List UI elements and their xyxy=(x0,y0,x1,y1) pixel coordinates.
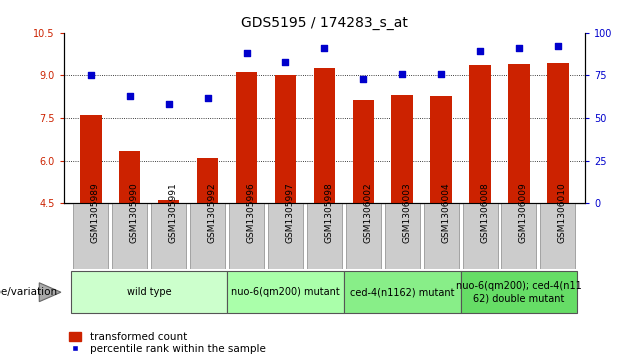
Point xyxy=(86,72,96,78)
FancyBboxPatch shape xyxy=(71,271,227,313)
Text: GSM1306010: GSM1306010 xyxy=(558,183,567,244)
Text: GSM1306009: GSM1306009 xyxy=(519,183,528,244)
Bar xyxy=(352,100,374,203)
FancyBboxPatch shape xyxy=(385,203,420,269)
Point xyxy=(436,71,446,77)
Text: GSM1305991: GSM1305991 xyxy=(169,183,177,244)
Text: ced-4(n1162) mutant: ced-4(n1162) mutant xyxy=(350,287,455,297)
FancyBboxPatch shape xyxy=(268,203,303,269)
FancyBboxPatch shape xyxy=(112,203,148,269)
Text: GSM1305996: GSM1305996 xyxy=(247,183,256,244)
Point xyxy=(397,71,407,77)
FancyBboxPatch shape xyxy=(460,271,577,313)
Point xyxy=(514,45,524,51)
Point xyxy=(163,101,174,107)
Text: GSM1306004: GSM1306004 xyxy=(441,183,450,244)
Text: GSM1305989: GSM1305989 xyxy=(91,183,100,244)
FancyBboxPatch shape xyxy=(344,271,460,313)
FancyBboxPatch shape xyxy=(462,203,497,269)
Text: GSM1305997: GSM1305997 xyxy=(286,183,294,244)
FancyBboxPatch shape xyxy=(541,203,576,269)
Bar xyxy=(547,62,569,203)
Point xyxy=(280,59,291,65)
Point xyxy=(358,76,368,82)
FancyBboxPatch shape xyxy=(73,203,108,269)
Bar xyxy=(158,200,179,203)
Legend: transformed count, percentile rank within the sample: transformed count, percentile rank withi… xyxy=(69,332,265,354)
Bar xyxy=(275,75,296,203)
Text: GSM1306008: GSM1306008 xyxy=(480,183,489,244)
FancyBboxPatch shape xyxy=(501,203,537,269)
FancyBboxPatch shape xyxy=(229,203,264,269)
Text: genotype/variation: genotype/variation xyxy=(0,287,57,297)
Point xyxy=(319,45,329,51)
Bar xyxy=(119,151,141,203)
Text: nuo-6(qm200); ced-4(n11
62) double mutant: nuo-6(qm200); ced-4(n11 62) double mutan… xyxy=(456,281,582,303)
Bar xyxy=(431,96,452,203)
Point xyxy=(553,44,563,49)
Bar xyxy=(392,95,413,203)
Point xyxy=(202,95,212,101)
Polygon shape xyxy=(39,283,61,302)
FancyBboxPatch shape xyxy=(190,203,225,269)
FancyBboxPatch shape xyxy=(307,203,342,269)
Text: GSM1306003: GSM1306003 xyxy=(402,183,411,244)
Bar xyxy=(80,115,102,203)
Point xyxy=(475,49,485,54)
FancyBboxPatch shape xyxy=(227,271,344,313)
Bar xyxy=(236,73,257,203)
Point xyxy=(242,50,252,56)
Point xyxy=(125,93,135,99)
Bar xyxy=(469,65,491,203)
Bar xyxy=(508,64,530,203)
Text: GSM1306002: GSM1306002 xyxy=(363,183,372,244)
Text: GSM1305992: GSM1305992 xyxy=(207,183,217,244)
FancyBboxPatch shape xyxy=(346,203,381,269)
Text: wild type: wild type xyxy=(127,287,172,297)
FancyBboxPatch shape xyxy=(151,203,186,269)
FancyBboxPatch shape xyxy=(424,203,459,269)
Text: GSM1305998: GSM1305998 xyxy=(324,183,333,244)
Title: GDS5195 / 174283_s_at: GDS5195 / 174283_s_at xyxy=(241,16,408,30)
Bar xyxy=(197,158,218,203)
Bar xyxy=(314,68,335,203)
Text: GSM1305990: GSM1305990 xyxy=(130,183,139,244)
Text: nuo-6(qm200) mutant: nuo-6(qm200) mutant xyxy=(231,287,340,297)
